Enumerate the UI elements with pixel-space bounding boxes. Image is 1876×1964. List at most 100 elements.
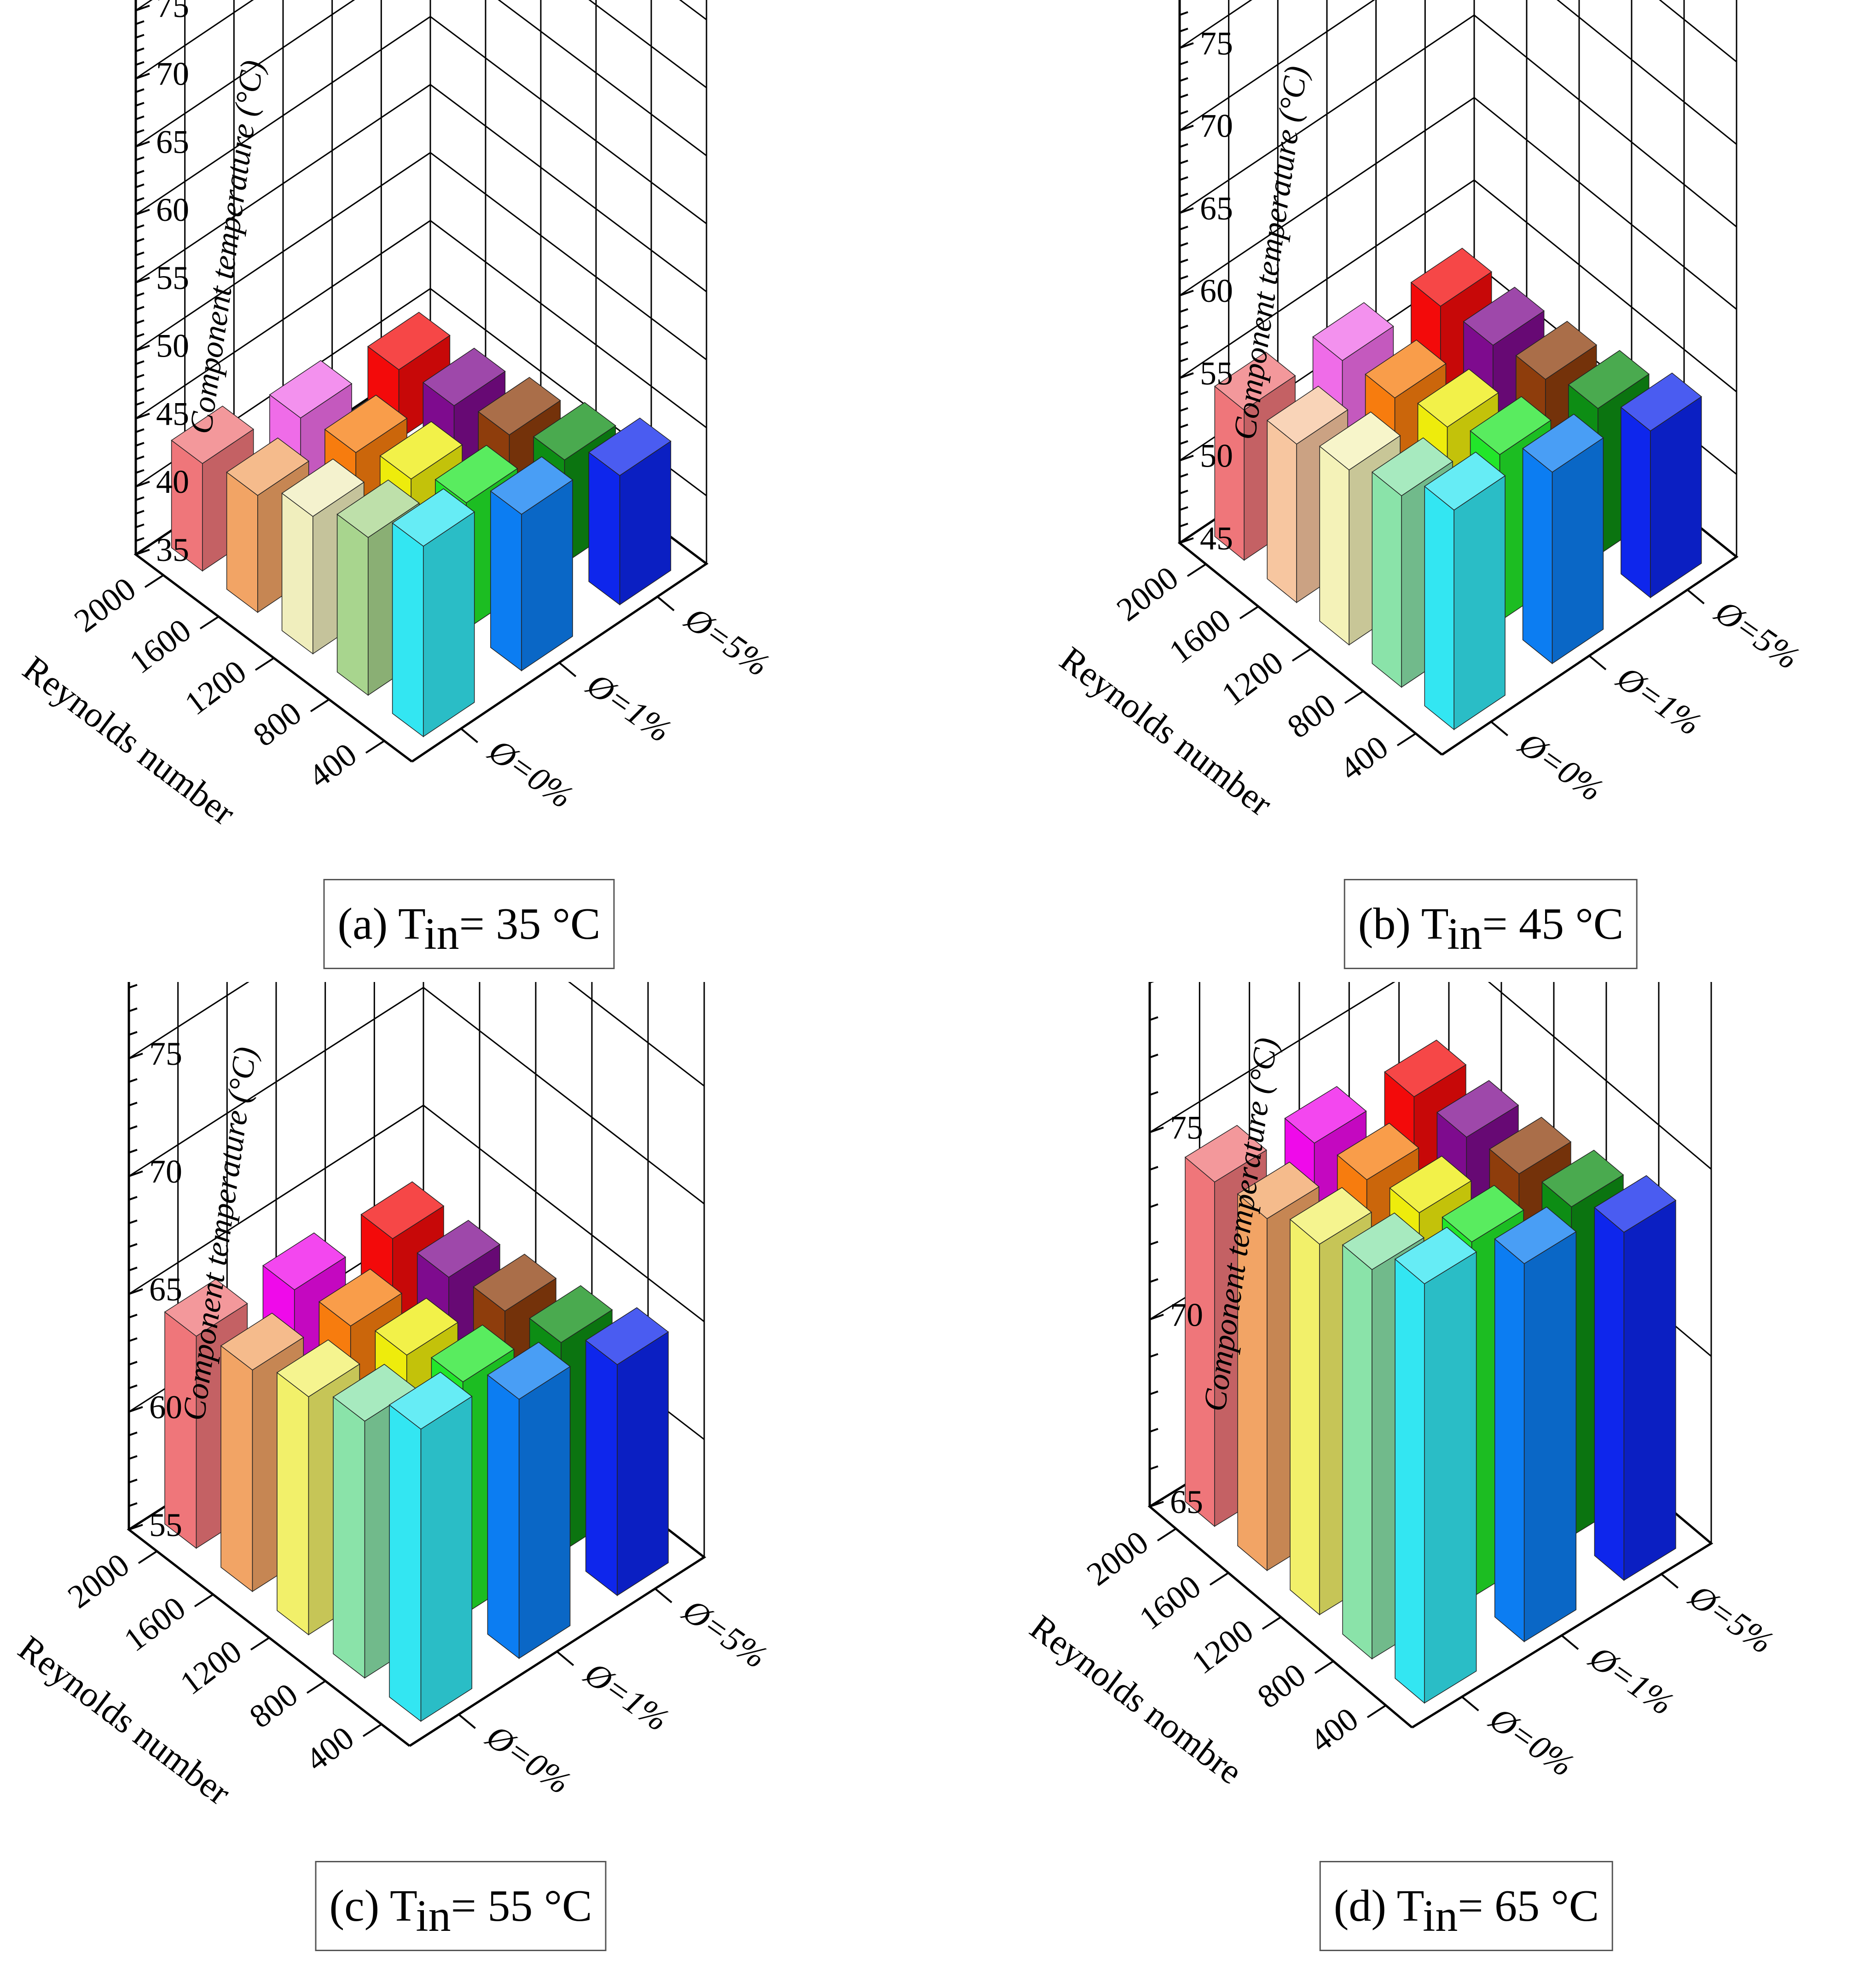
bar-face-top — [164, 1279, 248, 1337]
z-tick — [135, 20, 145, 25]
bar-face-right — [1395, 1258, 1425, 1704]
x-tick — [1344, 690, 1364, 704]
z-tick — [135, 292, 145, 297]
bar-face-top — [281, 458, 365, 517]
z-tick-label: 55 — [156, 260, 189, 296]
z-tick — [128, 1219, 138, 1225]
z-tick — [128, 1361, 138, 1366]
y-tick-label: Ø=5% — [678, 600, 776, 684]
bar-face-top — [1214, 352, 1296, 411]
x-tick — [310, 699, 330, 712]
z-tick — [1179, 506, 1188, 511]
y-tick — [558, 662, 577, 677]
z-tick — [128, 1007, 138, 1012]
z-tick — [1179, 259, 1188, 264]
bar-face-top — [1394, 1226, 1477, 1284]
caption-sub: in — [1447, 909, 1482, 959]
bar-face-top — [473, 1253, 557, 1312]
bars — [1184, 1040, 1677, 1704]
z-tick — [128, 1052, 143, 1059]
gridline-z — [135, 0, 707, 20]
z-tick — [1149, 1091, 1158, 1096]
x-tick-label: 400 — [1303, 1700, 1365, 1760]
z-tick — [1149, 1501, 1164, 1508]
x-tick-label: 400 — [301, 736, 363, 795]
y-tick — [654, 1588, 672, 1603]
z-tick — [135, 455, 145, 460]
z-tick — [135, 277, 150, 283]
z-tick — [1149, 1053, 1158, 1058]
chart-b-svg: 4550556065707580Component temperature (°… — [1053, 0, 1806, 824]
z-tick — [135, 140, 150, 148]
caption-suffix: = 35 °C — [459, 899, 601, 949]
z-tick — [1149, 1313, 1164, 1321]
x-tick — [138, 1550, 158, 1564]
z-tick-label: 50 — [1200, 438, 1233, 474]
x-tick-label: 2000 — [61, 1546, 136, 1616]
x-tick-label: 1600 — [1132, 1568, 1207, 1637]
bar-face-top — [171, 405, 254, 464]
z-tick — [135, 88, 145, 93]
z-tick — [135, 413, 150, 420]
x-tick-label: 400 — [1333, 728, 1395, 788]
caption-prefix: (d) T — [1333, 1881, 1423, 1931]
y-tick-label: Ø=0% — [1511, 725, 1610, 809]
bar-face-right — [220, 1345, 253, 1593]
z-tick — [1179, 372, 1194, 379]
bar-face-top — [490, 456, 573, 515]
bar-face-top — [431, 1324, 515, 1382]
y-tick — [460, 728, 478, 743]
z-tick — [128, 1432, 138, 1437]
bar-face-top — [529, 1285, 613, 1343]
y-tick-label: Ø=1% — [577, 1654, 675, 1739]
bar-face-right — [1594, 1207, 1625, 1581]
x-tick-label: 1600 — [117, 1589, 192, 1659]
z-tick — [135, 442, 145, 447]
bar-face-top — [1463, 287, 1545, 346]
z-tick — [1179, 176, 1188, 181]
z-tick — [1149, 1428, 1158, 1433]
z-tick — [1179, 93, 1188, 98]
z-tick — [1179, 225, 1188, 231]
z-tick — [1179, 324, 1188, 329]
bar-face-top — [434, 445, 518, 503]
z-tick-label: 65 — [149, 1271, 182, 1308]
z-tick — [128, 1031, 138, 1036]
z-tick — [1179, 341, 1188, 346]
bar-face-top — [226, 437, 309, 496]
z-tick — [1179, 391, 1188, 396]
z-tick — [1179, 423, 1188, 428]
x-tick-label: 2000 — [1110, 559, 1185, 629]
bar-face-top — [1568, 350, 1650, 409]
z-tick — [135, 73, 150, 80]
bar-face-right — [1290, 1219, 1320, 1616]
z-tick — [135, 480, 150, 488]
y-tick — [1490, 721, 1508, 736]
x-tick — [1314, 1660, 1334, 1674]
bar-face-top — [367, 312, 451, 370]
bar-face-top — [360, 1181, 445, 1239]
z-tick — [135, 549, 150, 555]
bar-face-top — [1184, 1125, 1267, 1183]
bar-face-top — [1522, 414, 1604, 473]
bar-face-top — [262, 1232, 346, 1290]
y-tick — [1588, 655, 1607, 670]
z-tick-label: 75 — [1170, 1109, 1203, 1146]
z-tick — [1179, 522, 1188, 528]
bar-face-top — [379, 421, 463, 479]
y-tick — [458, 1714, 476, 1729]
z-tick — [1149, 1390, 1158, 1395]
x-tick-label: 800 — [246, 694, 308, 754]
bar-face-top — [1442, 1184, 1524, 1242]
bar-face-top — [1319, 411, 1401, 471]
y-tick — [1687, 589, 1705, 605]
z-tick — [128, 1125, 138, 1130]
bar-face-right — [1494, 1238, 1525, 1643]
bar-face-top — [1436, 1080, 1519, 1138]
bar-face-top — [1470, 396, 1552, 455]
z-tick — [1179, 490, 1188, 495]
z-tick — [135, 510, 145, 515]
x-tick — [1187, 563, 1207, 577]
bar-0-400 — [1424, 451, 1506, 730]
x-tick — [1396, 733, 1417, 746]
